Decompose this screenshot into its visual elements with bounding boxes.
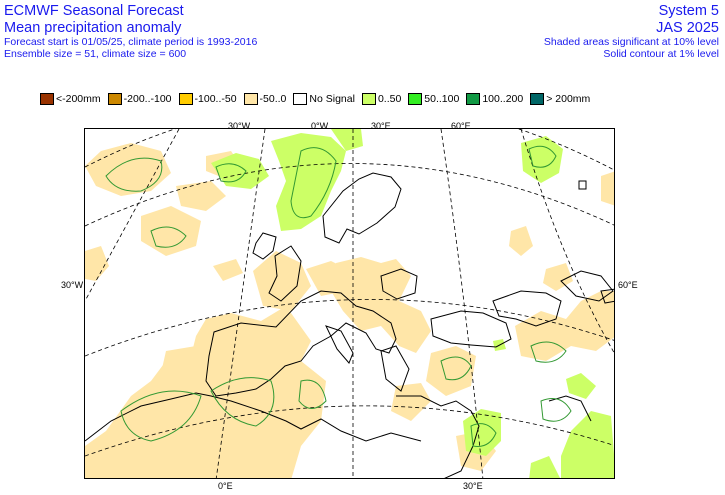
- legend-label: -50..0: [259, 93, 287, 105]
- legend-label: -100..-50: [194, 93, 237, 105]
- precipitation-map: [85, 129, 614, 478]
- header-right: System 5 JAS 2025 Shaded areas significa…: [544, 3, 719, 60]
- graticule-label-30w-left: 30°W: [61, 280, 84, 290]
- header-left: ECMWF Seasonal Forecast Mean precipitati…: [4, 3, 257, 60]
- legend-label: 50..100: [424, 93, 460, 105]
- forecast-info: Forecast start is 01/05/25, climate peri…: [4, 36, 258, 49]
- significance-contours: [105, 145, 572, 447]
- legend-item: -50..0: [243, 93, 287, 105]
- legend-swatch: [408, 93, 423, 105]
- legend-swatch: [40, 93, 54, 105]
- chart-subtitle: Mean precipitation anomaly: [4, 19, 182, 36]
- chart-title: ECMWF Seasonal Forecast: [4, 3, 184, 19]
- legend-item: 100..200: [466, 93, 523, 105]
- legend-swatch: [107, 93, 122, 105]
- legend-item: 0..50: [361, 93, 402, 105]
- graticule-label-60e-right: 60°E: [618, 280, 638, 290]
- contour-note: Solid contour at 1% level: [603, 48, 719, 61]
- ensemble-info: Ensemble size = 51, climate size = 600: [4, 48, 187, 61]
- graticule-label-0e-bottom: 0°E: [218, 481, 233, 491]
- graticule-label-30w-top: 30°W: [228, 121, 251, 131]
- legend-swatch: [361, 93, 376, 105]
- legend-swatch: [530, 93, 545, 105]
- legend-item: -100..-50: [178, 93, 237, 105]
- graticule-label-30e-top: 30°E: [371, 121, 391, 131]
- coastlines: [85, 172, 614, 478]
- legend-label: -200..-100: [123, 93, 172, 105]
- graticule-label-30e-bottom: 30°E: [463, 481, 483, 491]
- significance-note: Shaded areas significant at 10% level: [543, 36, 719, 49]
- legend-label: 0..50: [377, 93, 402, 105]
- graticule-label-60e-top: 60°E: [451, 121, 471, 131]
- legend-swatch: [293, 93, 308, 105]
- graticule-label-0w-top: 0°W: [311, 121, 329, 131]
- legend-swatch: [243, 93, 258, 105]
- legend-item: No Signal: [293, 93, 355, 105]
- graticule-lines: [85, 129, 614, 478]
- color-legend: <-200mm -200..-100 -100..-50 -50..0 No S…: [40, 91, 597, 107]
- legend-label: > 200mm: [546, 93, 591, 105]
- legend-item: <-200mm: [40, 93, 101, 105]
- legend-item: 50..100: [408, 93, 459, 105]
- legend-label: 100..200: [482, 93, 524, 105]
- season-label: JAS 2025: [656, 19, 719, 36]
- legend-item: > 200mm: [530, 93, 590, 105]
- legend-label: <-200mm: [56, 93, 101, 105]
- legend-item: -200..-100: [107, 93, 172, 105]
- legend-swatch: [466, 93, 481, 105]
- legend-swatch: [178, 93, 193, 105]
- system-label: System 5: [658, 3, 719, 19]
- dry-anomaly-areas: [85, 143, 614, 478]
- legend-label: No Signal: [309, 93, 355, 105]
- map-panel: [84, 128, 615, 479]
